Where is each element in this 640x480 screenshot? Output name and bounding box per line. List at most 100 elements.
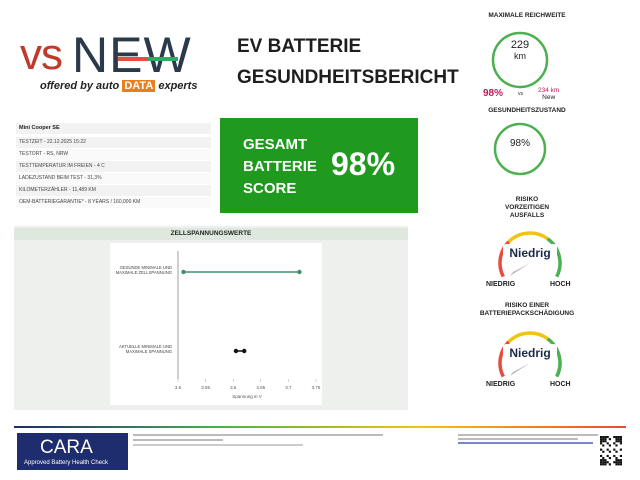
qr-cell — [619, 459, 622, 462]
title: EV BATTERIE — [237, 36, 362, 57]
chart-title: ZELLSPANNUNGSWERTE — [14, 228, 408, 240]
x-tick-label: 3.6 — [230, 385, 237, 390]
footer-line — [14, 426, 626, 428]
qr-cell — [602, 457, 605, 460]
qr-cell — [617, 436, 620, 439]
fine-line — [133, 439, 223, 441]
range-value: 229 — [510, 39, 530, 51]
title-line: VORZEITIGEN — [504, 204, 550, 211]
logo-text: auto — [96, 80, 120, 92]
fine-line — [133, 444, 303, 446]
qr-cell — [615, 457, 618, 460]
qr-cell — [604, 440, 607, 443]
risk-gauge: Niedrig — [498, 331, 562, 378]
cara-title: CARA — [40, 437, 93, 458]
score-value: 98% — [331, 146, 396, 182]
fine-link — [458, 442, 593, 444]
qr-cell — [619, 461, 622, 464]
title-line: BATTERIEPACKSCHÄDIGUNG — [479, 310, 575, 317]
category-label: AKTUELLE MINIMALE UND MAXIMALE SPANNUNG — [119, 344, 172, 354]
score-label: GESAMT BATTERIE SCORE — [243, 134, 317, 200]
new-label: New — [542, 94, 556, 101]
info-row: OEM-BATTERIEGARANTIE* - 8 YEARS / 160,00… — [16, 197, 211, 208]
qr-cell — [606, 454, 609, 457]
qr-cell — [617, 438, 620, 441]
info-row: KILOMETERZÄHLER - 11,489 KM — [16, 185, 211, 196]
qr-cell — [613, 442, 616, 445]
fine-print — [133, 434, 598, 446]
qr-cell — [600, 463, 603, 466]
logo-bar — [148, 57, 178, 61]
qr-cell — [604, 436, 607, 439]
range-ring — [491, 31, 549, 89]
range-max — [297, 269, 302, 275]
risk-gauge: Niedrig — [498, 231, 562, 278]
level-bg — [503, 244, 557, 260]
qr-cell — [600, 461, 603, 464]
qr-cell — [604, 463, 607, 466]
qr-cell — [600, 440, 603, 443]
logo-text: DATA — [122, 80, 156, 92]
range-unit: km — [514, 51, 526, 61]
qr-cell — [608, 463, 611, 466]
gauge-needle — [510, 263, 530, 276]
score-text: GESAMT — [243, 136, 308, 153]
info-row: TESTZEIT - 22.12.2025 15:22 — [16, 137, 211, 148]
qr-cell — [600, 459, 603, 462]
gauge-needle — [510, 363, 530, 376]
fine-line — [458, 434, 598, 436]
range-min — [233, 348, 239, 354]
qr-cell — [600, 454, 603, 457]
gauge-arc — [546, 237, 562, 278]
range-percent: 98% — [483, 88, 504, 99]
title-line: RISIKO EINER — [504, 302, 550, 309]
qr-cell — [602, 450, 605, 453]
qr-cell — [613, 448, 616, 451]
level-bg — [503, 344, 557, 360]
qr-cell — [615, 436, 618, 439]
fine-line — [133, 434, 383, 436]
qr-cell — [604, 459, 607, 462]
gauge-arc — [507, 331, 549, 344]
qr-cell — [602, 463, 605, 466]
qr-cell — [600, 438, 603, 441]
qr-cell — [600, 448, 603, 451]
qr-cell — [608, 438, 611, 441]
health-ring — [493, 122, 547, 176]
logo-offered: offered by auto DATA experts — [40, 80, 197, 92]
qr-cell — [606, 448, 609, 451]
ring — [491, 31, 549, 89]
risk-level: Niedrig — [509, 246, 550, 260]
x-axis-label: Spannung in V — [232, 394, 262, 399]
score-text: SCORE — [243, 180, 297, 197]
qr-cell — [619, 448, 622, 451]
title-line: AUSFALLS — [509, 212, 545, 219]
section-title: GESUNDHEITSZUSTAND — [488, 107, 566, 114]
category-label: GESUNDE MINIMALE UND MAXIMALE ZELLSPANNUN… — [116, 265, 172, 275]
new-value: 234 km — [538, 87, 560, 94]
section-title: MAXIMALE REICHWEITE — [488, 12, 566, 19]
qr-cell — [617, 461, 620, 464]
qr-cell — [619, 440, 622, 443]
ring — [493, 122, 547, 176]
qr-cell — [615, 444, 618, 447]
gauge-arc — [507, 231, 549, 244]
plot-bg — [110, 243, 322, 405]
qr-cell — [615, 440, 618, 443]
chart: 3.5 3.55 3.6 3.65 3.7 3.75 Spannung in V GESUND… — [110, 243, 322, 405]
info-model: Mini Cooper SE — [16, 123, 211, 134]
qr-cell — [615, 463, 618, 466]
range-max — [242, 348, 247, 354]
qr-cell — [619, 442, 622, 445]
qr-cell — [615, 438, 618, 441]
qr-cell — [604, 461, 607, 464]
qr-cell — [615, 461, 618, 464]
qr-cell — [619, 438, 622, 441]
x-tick-label: 3.55 — [201, 385, 210, 390]
qr-cell — [617, 463, 620, 466]
qr-cell — [613, 436, 616, 439]
title-line: RISIKO — [515, 196, 539, 203]
risk-high: HOCH — [550, 281, 571, 288]
qr-cell — [608, 450, 611, 453]
